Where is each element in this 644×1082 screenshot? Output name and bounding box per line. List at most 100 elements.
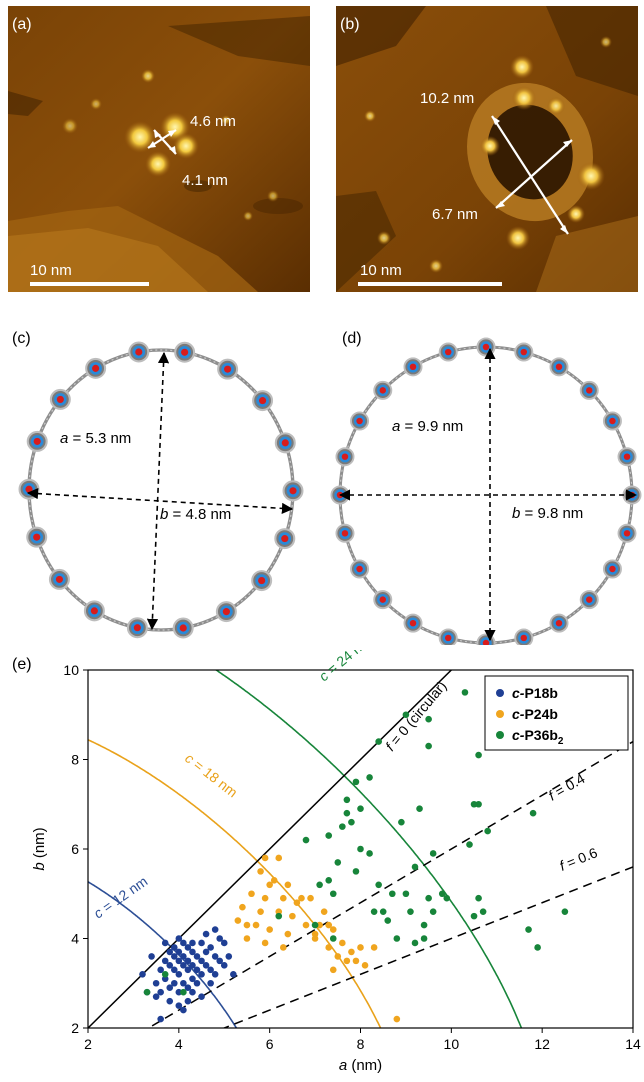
data-point	[379, 908, 387, 915]
porphyrin-unit	[174, 341, 196, 363]
x-axis-label: a (nm)	[339, 1057, 382, 1074]
data-point	[443, 894, 451, 902]
data-point	[161, 957, 169, 965]
data-point	[234, 917, 242, 924]
porphyrin-unit	[403, 357, 423, 377]
data-point	[366, 850, 373, 857]
panel-label-c: (c)	[12, 330, 31, 347]
dimension-label-a1: 4.6 nm	[190, 113, 236, 130]
data-point	[329, 966, 337, 974]
data-point	[293, 899, 301, 906]
data-point	[334, 859, 342, 866]
data-point	[561, 908, 569, 915]
c-curve-24	[214, 670, 523, 1028]
ring-backbone	[27, 348, 295, 632]
data-point	[216, 957, 224, 965]
data-point	[261, 854, 269, 862]
data-point	[425, 894, 432, 902]
data-point	[343, 809, 351, 817]
data-point	[248, 890, 255, 898]
porphyrin-unit	[49, 388, 71, 410]
data-point	[352, 868, 360, 875]
data-point	[175, 1002, 183, 1009]
data-point	[407, 908, 414, 915]
curve-label-18: c = 18 nm	[182, 750, 241, 801]
data-point	[375, 738, 382, 745]
data-point	[207, 944, 214, 951]
data-point	[170, 953, 178, 960]
data-point	[529, 809, 537, 817]
data-point	[370, 944, 378, 951]
scalebar-label-a: 10 nm	[30, 262, 72, 279]
data-point	[484, 827, 491, 835]
porphyrin-unit	[602, 411, 622, 431]
y-tick-label: 2	[71, 1020, 79, 1036]
data-point	[270, 877, 278, 884]
series-c-P18b	[139, 926, 237, 1023]
afm-image-b	[336, 6, 638, 292]
data-point	[298, 894, 305, 902]
data-point	[243, 935, 251, 942]
data-point	[189, 975, 196, 983]
porphyrin-unit	[18, 478, 40, 500]
scatter-chart: 2 4 6 8 10 12 14 2 4 6 8 10 a (nm) b (nm) c = 12 nm c =…	[31, 650, 641, 1074]
data-point	[266, 926, 273, 933]
data-point	[175, 935, 183, 942]
data-point	[161, 971, 169, 978]
data-point	[261, 894, 269, 902]
data-point	[352, 957, 360, 965]
data-point	[366, 774, 373, 781]
panel-label-a: (a)	[12, 16, 32, 33]
porphyrin-unit	[215, 601, 237, 623]
porphyrin-unit	[373, 380, 393, 400]
data-point	[166, 948, 174, 956]
data-point	[316, 881, 323, 889]
data-point	[180, 962, 187, 969]
x-tick-label: 14	[625, 1036, 641, 1052]
line-label-f04: f = 0.4	[546, 770, 588, 804]
data-point	[302, 836, 310, 844]
x-tick-label: 6	[266, 1036, 274, 1052]
y-tick-label: 4	[71, 931, 79, 947]
data-point	[275, 854, 283, 862]
x-tick-label: 2	[84, 1036, 92, 1052]
data-point	[279, 944, 287, 951]
data-point	[334, 953, 342, 960]
panel-label-b: (b)	[340, 16, 360, 33]
panel-label-e: (e)	[12, 656, 32, 673]
f-line-1	[147, 740, 633, 1028]
dimension-label-a2: 4.1 nm	[182, 172, 228, 189]
porphyrin-unit	[335, 523, 355, 543]
data-point	[311, 921, 319, 929]
data-point	[157, 988, 164, 996]
f-line-2	[222, 866, 633, 1028]
data-point	[420, 935, 428, 942]
data-point	[184, 944, 192, 951]
line-label-f06: f = 0.6	[557, 844, 600, 874]
data-point	[357, 805, 364, 813]
data-point	[198, 939, 205, 947]
data-point	[316, 921, 323, 929]
x-tick-label: 10	[444, 1036, 460, 1052]
x-tick-label: 8	[357, 1036, 365, 1052]
f-line-0	[88, 670, 453, 1028]
data-point	[284, 881, 292, 889]
data-point	[202, 930, 210, 938]
data-point	[420, 921, 428, 929]
legend: c-P18b c-P24b c-P36b2	[484, 675, 629, 751]
afm-image-a	[8, 6, 310, 292]
legend-entry: c-P18b	[512, 685, 558, 701]
data-point	[166, 984, 174, 992]
porphyrin-unit	[350, 411, 370, 431]
data-point	[348, 818, 355, 826]
data-point	[388, 890, 396, 898]
y-tick-label: 8	[71, 752, 79, 768]
data-point	[189, 939, 196, 947]
data-point	[325, 832, 333, 839]
data-point	[180, 988, 187, 996]
data-point	[193, 966, 201, 974]
porphyrin-unit	[335, 447, 355, 467]
data-point	[411, 939, 419, 947]
dimension-label-c-a: a = 5.3 nm	[60, 430, 132, 447]
porphyrin-unit	[549, 357, 569, 377]
